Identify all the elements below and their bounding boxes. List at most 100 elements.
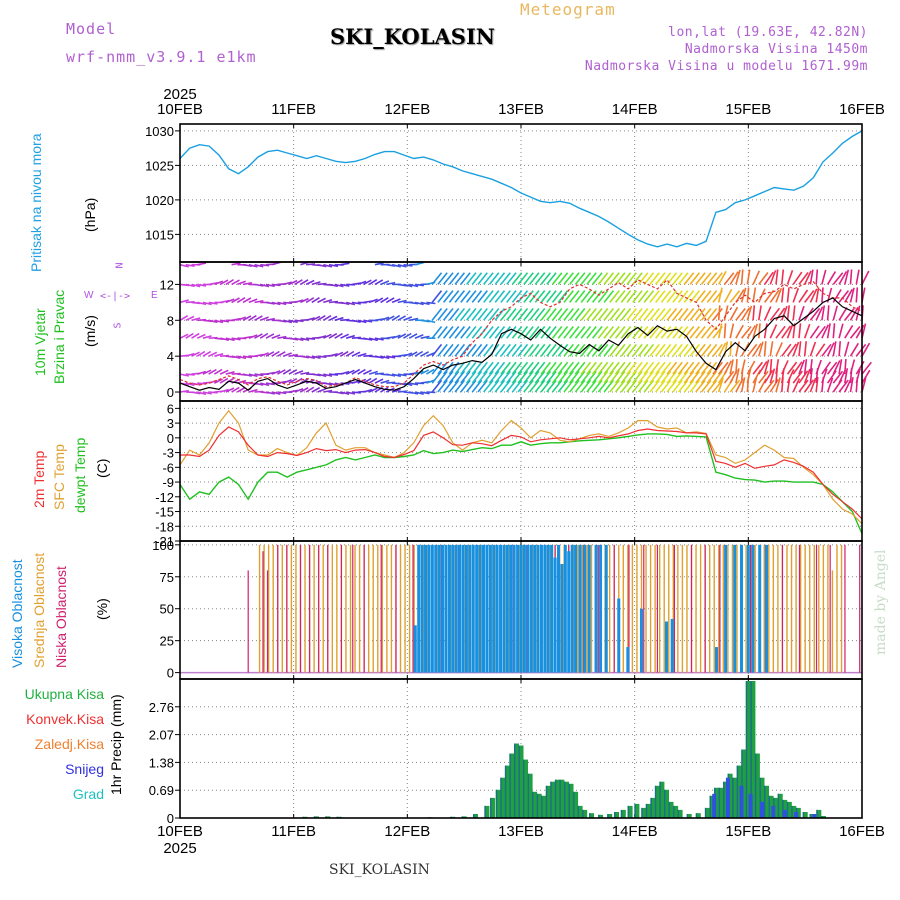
wind-barb [763,323,768,339]
x-tick-label-bottom: 13FEB [498,823,544,840]
wind-barb [591,325,603,339]
x-tick-label-bottom: 16FEB [839,823,885,840]
precip-bar [550,781,556,818]
wind-barb [386,381,396,384]
wind-barb [666,290,678,303]
wind-barb [265,351,275,357]
wind-barb [626,308,637,321]
wind-barb [191,391,201,395]
precip-bar [786,801,792,818]
frame-layer [179,123,863,819]
wind-barb [282,368,292,375]
precip-bar-edge [764,785,766,818]
wind-barb [271,283,281,287]
wind-barb [214,378,223,384]
precip-bar-edge [527,773,529,818]
wind-barb [700,325,712,339]
wind-barb [351,336,361,339]
wind-barb [437,343,448,357]
wind-barb [798,379,809,393]
wind-barb [523,272,534,285]
wind-barb [769,324,778,339]
snow-bar [712,793,717,818]
wind-barb [758,341,764,357]
wind-barb [271,301,281,306]
wind-barb [666,361,678,375]
precip-bar-edge [686,814,689,818]
wind-barb [506,272,517,285]
wind-barb [809,377,817,393]
wind-barb [488,370,500,384]
wind-barb [591,272,603,285]
wind-barb [712,370,723,384]
wind-barb [809,359,813,375]
precip-bar-edge [709,795,711,818]
wind-barb [488,361,500,375]
wind-barb [832,360,841,375]
wind-barb [237,355,247,360]
precip-bar [736,765,742,818]
wind-barb [317,373,327,378]
wind-barb [689,272,701,285]
wind-barb [803,359,808,375]
wind-barb [260,283,270,288]
precip-bar-edge [577,805,579,818]
wind-barb [740,325,752,339]
wind-barb [523,370,534,384]
wind-barb [689,308,701,321]
wind-barb [271,370,281,375]
wind-barb [231,279,240,286]
wind-barb [237,280,246,286]
wind-barb [305,297,315,304]
wind-barb [345,350,355,357]
wind-barb [219,388,229,393]
wind-barb [300,355,310,359]
wind-barb [437,290,448,303]
wind-barb [454,343,466,357]
precip-bar [573,791,579,818]
wind-barb [426,301,436,305]
wind-barb [729,359,734,375]
wind-barb [231,355,241,359]
wind-barb [540,361,552,375]
x-tick-label-top: 13FEB [498,101,544,118]
wind-barb [626,290,637,303]
wind-barb [179,299,189,304]
wind-barb [317,263,327,268]
snow-bar [812,814,817,818]
snow-bar [739,785,744,818]
wind-barb [723,370,735,384]
wind-barb [637,370,649,384]
wind-barb [391,388,401,393]
wind-barb [437,379,448,393]
wind-barb [838,323,844,339]
wind-barb [821,361,832,375]
wind-barb [437,326,448,339]
wind-barb [506,308,517,321]
wind-barb [196,391,207,396]
wind-barb [655,272,666,285]
wind-barb [442,370,454,384]
precip-bar [641,807,647,818]
wind-barb [832,272,844,285]
wind-barb [643,290,655,303]
wind-barb [442,343,454,357]
wind-barb [208,391,218,394]
precip-bar [809,814,815,818]
wind-barb [236,297,246,304]
wind-barb [219,369,229,375]
wind-barb [735,341,740,357]
wind-barb [580,308,592,321]
y-tick-label: 2.07 [149,728,174,743]
wind-barb [397,373,407,377]
wind-barb [803,270,812,285]
precip-bar-edge [504,765,507,818]
wind-barb [323,373,333,377]
wind-barb [431,326,443,339]
wind-barb-layer [179,261,872,396]
precip-bar [645,803,651,818]
precip-bar [518,745,524,818]
wind-barb [826,342,835,357]
precip-bar [620,809,626,818]
y-tick-label: -18 [155,519,174,534]
